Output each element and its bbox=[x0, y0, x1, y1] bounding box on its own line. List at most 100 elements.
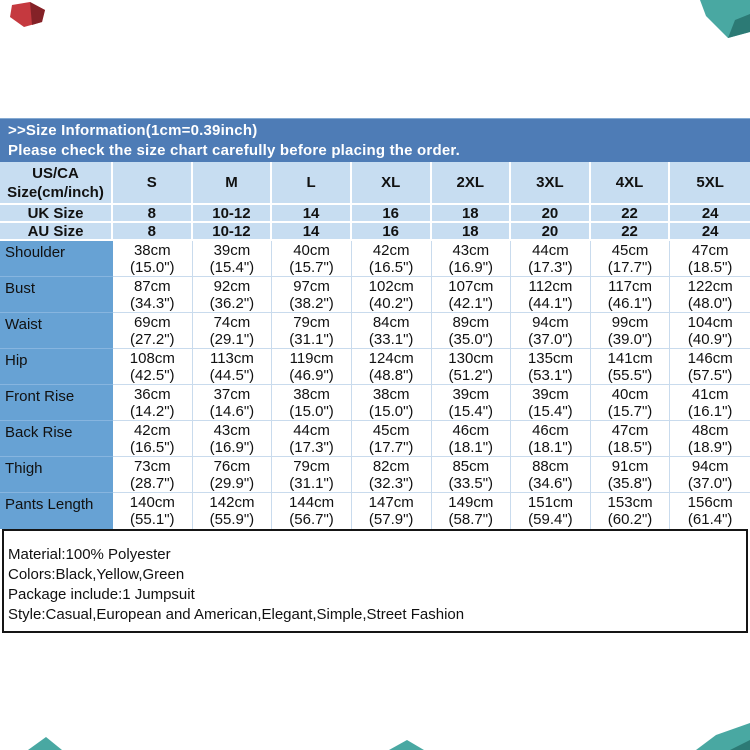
measurement-cell: 38cm (15.0") bbox=[113, 241, 193, 277]
measurement-row: Waist 69cm (27.2") 74cm (29.1") 79cm (31.1"… bbox=[0, 313, 750, 349]
measurement-cell: 149cm (58.7") bbox=[431, 493, 512, 529]
measurement-cell: 82cm (32.3") bbox=[351, 457, 432, 493]
measurement-cell: 45cm (17.7") bbox=[351, 421, 432, 457]
size-value-cell: 8 bbox=[113, 205, 193, 221]
photo-remnant-top-right bbox=[700, 0, 750, 38]
measurement-row-label: Pants Length bbox=[0, 493, 113, 529]
size-value-cell: 22 bbox=[590, 205, 671, 221]
table-row: US/CA Size(cm/inch) S M L XL 2XL 3XL 4XL 5XL bbox=[0, 162, 750, 205]
measurement-cell: 47cm (18.5") bbox=[670, 241, 750, 277]
measurement-cell: 89cm (35.0") bbox=[431, 313, 512, 349]
size-value-cell: 10-12 bbox=[192, 223, 273, 239]
size-col-header: XL bbox=[351, 162, 432, 203]
row-header-label: UK Size bbox=[0, 205, 113, 221]
size-col-header: S bbox=[113, 162, 193, 203]
measurement-cell: 79cm (31.1") bbox=[272, 457, 352, 493]
measurement-cell: 39cm (15.4") bbox=[431, 385, 512, 421]
measurement-cell: 119cm (46.9") bbox=[272, 349, 352, 385]
size-col-header: 5XL bbox=[670, 162, 750, 203]
photo-remnant-bottom-left bbox=[28, 737, 62, 750]
measurement-cell: 44cm (17.3") bbox=[511, 241, 591, 277]
measurement-cell: 38cm (15.0") bbox=[272, 385, 352, 421]
au-size-row: AU Size 8 10-12 14 16 18 20 22 24 bbox=[0, 223, 750, 241]
measurement-cell: 84cm (33.1") bbox=[351, 313, 432, 349]
measurement-row-label: Hip bbox=[0, 349, 113, 385]
size-value-cell: 8 bbox=[113, 223, 193, 239]
measurement-cell: 94cm (37.0") bbox=[511, 313, 591, 349]
measurement-cell: 142cm (55.9") bbox=[192, 493, 273, 529]
measurement-cell: 79cm (31.1") bbox=[272, 313, 352, 349]
measurement-cell: 87cm (34.3") bbox=[113, 277, 193, 313]
measurement-cell: 153cm (60.2") bbox=[590, 493, 671, 529]
info-line-style: Style:Casual,European and American,Elega… bbox=[8, 606, 465, 623]
corner-header-line: US/CA bbox=[32, 164, 79, 182]
measurement-cell: 74cm (29.1") bbox=[192, 313, 273, 349]
measurement-cell: 151cm (59.4") bbox=[511, 493, 591, 529]
banner-subtitle: Please check the size chart carefully be… bbox=[8, 142, 460, 159]
measurement-cell: 107cm (42.1") bbox=[431, 277, 512, 313]
info-line-package: Package include:1 Jumpsuit bbox=[8, 586, 195, 603]
measurement-cell: 40cm (15.7") bbox=[590, 385, 671, 421]
measurement-cell: 113cm (44.5") bbox=[192, 349, 273, 385]
measurement-cell: 117cm (46.1") bbox=[590, 277, 671, 313]
measurement-cell: 144cm (56.7") bbox=[272, 493, 352, 529]
measurement-cell: 40cm (15.7") bbox=[272, 241, 352, 277]
size-value-cell: 18 bbox=[431, 223, 512, 239]
size-table: US/CA Size(cm/inch) S M L XL 2XL 3XL 4XL 5XL UK Si… bbox=[0, 162, 750, 529]
uk-size-row: UK Size 8 10-12 14 16 18 20 22 24 bbox=[0, 205, 750, 223]
info-line-material: Material:100% Polyester bbox=[8, 546, 171, 563]
measurement-row-label: Bust bbox=[0, 277, 113, 313]
measurement-cell: 76cm (29.9") bbox=[192, 457, 273, 493]
info-line-colors: Colors:Black,Yellow,Green bbox=[8, 566, 185, 583]
measurement-cell: 85cm (33.5") bbox=[431, 457, 512, 493]
row-header-label: AU Size bbox=[0, 223, 113, 239]
measurement-cell: 37cm (14.6") bbox=[192, 385, 273, 421]
measurement-cell: 39cm (15.4") bbox=[511, 385, 591, 421]
measurement-cell: 124cm (48.8") bbox=[351, 349, 432, 385]
measurement-cell: 41cm (16.1") bbox=[670, 385, 750, 421]
measurement-cell: 91cm (35.8") bbox=[590, 457, 671, 493]
measurement-cell: 46cm (18.1") bbox=[511, 421, 591, 457]
corner-header-line: Size(cm/inch) bbox=[7, 183, 104, 201]
measurement-cell: 44cm (17.3") bbox=[272, 421, 352, 457]
measurement-cell: 112cm (44.1") bbox=[511, 277, 591, 313]
measurement-row: Back Rise 42cm (16.5") 43cm (16.9") 44cm (1… bbox=[0, 421, 750, 457]
size-col-header: 4XL bbox=[590, 162, 671, 203]
size-value-cell: 10-12 bbox=[192, 205, 273, 221]
measurement-cell: 39cm (15.4") bbox=[192, 241, 273, 277]
size-value-cell: 16 bbox=[351, 223, 432, 239]
measurement-cell: 104cm (40.9") bbox=[670, 313, 750, 349]
photo-remnant-top-left bbox=[10, 2, 45, 27]
size-information-banner: >>Size Information(1cm=0.39inch) Please … bbox=[0, 118, 750, 162]
size-value-cell: 16 bbox=[351, 205, 432, 221]
banner-title: >>Size Information(1cm=0.39inch) bbox=[8, 122, 258, 139]
measurement-cell: 69cm (27.2") bbox=[113, 313, 193, 349]
photo-remnant-bottom-right bbox=[696, 723, 750, 750]
size-col-header: L bbox=[272, 162, 352, 203]
measurement-row: Bust 87cm (34.3") 92cm (36.2") 97cm (38.2")… bbox=[0, 277, 750, 313]
size-value-cell: 20 bbox=[511, 205, 591, 221]
size-value-cell: 22 bbox=[590, 223, 671, 239]
measurement-cell: 140cm (55.1") bbox=[113, 493, 193, 529]
measurement-cell: 94cm (37.0") bbox=[670, 457, 750, 493]
measurement-cell: 97cm (38.2") bbox=[272, 277, 352, 313]
measurement-cell: 130cm (51.2") bbox=[431, 349, 512, 385]
size-value-cell: 20 bbox=[511, 223, 591, 239]
measurement-cell: 147cm (57.9") bbox=[351, 493, 432, 529]
measurement-row-label: Back Rise bbox=[0, 421, 113, 457]
measurement-cell: 45cm (17.7") bbox=[590, 241, 671, 277]
size-value-cell: 24 bbox=[670, 205, 750, 221]
product-info-box: Material:100% Polyester Colors:Black,Yel… bbox=[2, 529, 748, 633]
corner-header-cell: US/CA Size(cm/inch) bbox=[0, 162, 113, 203]
measurement-row: Shoulder 38cm (15.0") 39cm (15.4") 40cm (15… bbox=[0, 241, 750, 277]
measurement-row-label: Front Rise bbox=[0, 385, 113, 421]
size-col-header: 3XL bbox=[511, 162, 591, 203]
measurement-cell: 92cm (36.2") bbox=[192, 277, 273, 313]
size-col-header: 2XL bbox=[431, 162, 512, 203]
measurement-cell: 108cm (42.5") bbox=[113, 349, 193, 385]
measurement-cell: 47cm (18.5") bbox=[590, 421, 671, 457]
measurement-cell: 146cm (57.5") bbox=[670, 349, 750, 385]
measurement-row: Pants Length 140cm (55.1") 142cm (55.9") 14… bbox=[0, 493, 750, 529]
measurement-cell: 42cm (16.5") bbox=[113, 421, 193, 457]
